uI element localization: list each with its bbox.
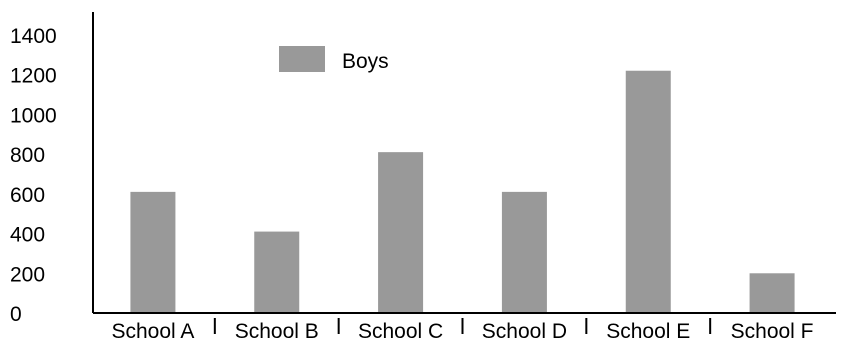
bars <box>130 70 795 313</box>
x-axis-labels: School A School B School C School D School E… <box>111 318 814 343</box>
legend-label-boys: Boys <box>342 50 389 73</box>
y-axis-ticks: 0 200 400 600 800 1000 1200 1400 <box>10 25 57 326</box>
y-tick-label: 1000 <box>10 104 57 127</box>
x-category-label: School D <box>482 320 567 343</box>
x-category-label: School C <box>358 320 443 343</box>
x-category-label: School B <box>235 320 319 343</box>
bar-school-a <box>130 191 176 313</box>
legend-swatch-boys <box>279 46 325 72</box>
bar-school-c <box>378 152 424 313</box>
bar-school-e <box>625 70 671 313</box>
y-tick-label: 800 <box>10 144 45 167</box>
x-category-label: School A <box>111 320 194 343</box>
y-tick-label: 200 <box>10 263 45 286</box>
legend: Boys <box>279 46 389 73</box>
x-category-label: School F <box>731 320 814 343</box>
x-category-label: School E <box>606 320 690 343</box>
bar-school-b <box>254 231 300 313</box>
bar-school-f <box>749 273 795 313</box>
y-tick-label: 0 <box>10 303 22 326</box>
y-tick-label: 1200 <box>10 65 57 88</box>
y-tick-label: 1400 <box>10 25 57 48</box>
y-tick-label: 600 <box>10 184 45 207</box>
bar-school-d <box>501 191 547 313</box>
y-tick-label: 400 <box>10 224 45 247</box>
